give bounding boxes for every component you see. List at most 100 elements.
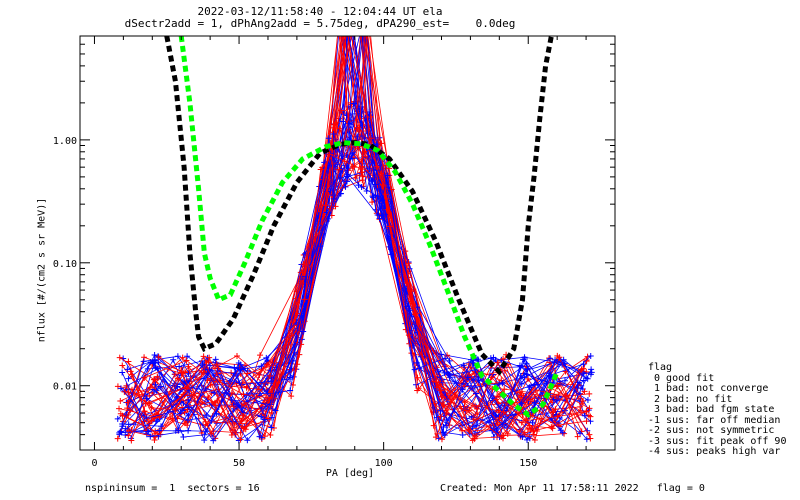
data-point-marker bbox=[122, 425, 129, 432]
data-point-marker bbox=[366, 165, 373, 172]
data-point-marker bbox=[498, 433, 505, 440]
data-point-marker bbox=[184, 417, 191, 424]
data-point-marker bbox=[204, 370, 211, 377]
data-point-marker bbox=[528, 427, 535, 434]
data-point-marker bbox=[355, 124, 362, 131]
data-point-marker bbox=[574, 433, 581, 440]
data-point-marker bbox=[125, 375, 132, 382]
data-trace bbox=[122, 36, 590, 436]
legend-item: -2 sus: not symmetric bbox=[648, 425, 775, 436]
data-point-marker bbox=[496, 414, 503, 421]
data-point-marker bbox=[345, 120, 352, 127]
data-point-marker bbox=[124, 405, 131, 412]
data-point-marker bbox=[531, 399, 538, 406]
data-point-marker bbox=[213, 361, 220, 368]
data-point-marker bbox=[411, 366, 418, 373]
data-point-marker bbox=[374, 211, 381, 218]
data-point-marker bbox=[554, 383, 561, 390]
data-point-marker bbox=[301, 296, 308, 303]
x-tick-label: 0 bbox=[91, 458, 97, 469]
data-point-marker bbox=[321, 159, 328, 166]
data-point-marker bbox=[549, 409, 556, 416]
data-point-marker bbox=[521, 429, 528, 436]
data-point-marker bbox=[405, 260, 412, 267]
data-point-marker bbox=[122, 431, 129, 438]
data-point-marker bbox=[151, 351, 158, 358]
data-point-marker bbox=[494, 393, 501, 400]
chart-title: 2022-03-12/11:58:40 - 12:04:44 UT ela bbox=[197, 5, 443, 18]
data-point-marker bbox=[288, 393, 295, 400]
data-point-marker bbox=[379, 181, 386, 188]
data-point-marker bbox=[154, 373, 161, 380]
data-point-marker bbox=[148, 418, 155, 425]
data-point-marker bbox=[435, 435, 442, 442]
data-point-marker bbox=[525, 375, 532, 382]
data-point-marker bbox=[524, 425, 531, 432]
data-point-marker bbox=[124, 366, 131, 373]
data-point-marker bbox=[523, 360, 530, 367]
data-point-marker bbox=[156, 427, 163, 434]
data-point-marker bbox=[384, 172, 391, 179]
data-point-marker bbox=[234, 352, 241, 359]
data-point-marker bbox=[466, 371, 473, 378]
data-point-marker bbox=[287, 387, 294, 394]
legend-item: -4 sus: peaks high var bbox=[648, 446, 781, 457]
data-point-marker bbox=[327, 205, 334, 212]
data-point-marker bbox=[268, 424, 275, 431]
data-point-marker bbox=[517, 372, 524, 379]
data-point-marker bbox=[504, 430, 511, 437]
data-point-marker bbox=[297, 312, 304, 319]
data-point-marker bbox=[586, 431, 593, 438]
data-point-marker bbox=[496, 379, 503, 386]
data-point-marker bbox=[338, 107, 345, 114]
data-point-marker bbox=[326, 151, 333, 158]
data-point-marker bbox=[128, 437, 135, 444]
data-point-marker bbox=[117, 385, 124, 392]
data-point-marker bbox=[475, 376, 482, 383]
data-point-marker bbox=[178, 369, 185, 376]
data-point-marker bbox=[322, 202, 329, 209]
data-point-marker bbox=[237, 366, 244, 373]
data-point-marker bbox=[292, 366, 299, 373]
data-point-marker bbox=[374, 193, 381, 200]
data-point-marker bbox=[116, 405, 123, 412]
data-point-marker bbox=[386, 223, 393, 230]
data-point-marker bbox=[554, 352, 561, 359]
data-point-marker bbox=[198, 369, 205, 376]
data-point-marker bbox=[489, 427, 496, 434]
data-point-marker bbox=[584, 397, 591, 404]
data-point-marker bbox=[351, 100, 358, 107]
data-point-marker bbox=[119, 423, 126, 430]
axis-ticks: 0 50 100 150 0.01 0.10 1.00 bbox=[53, 35, 615, 469]
data-point-marker bbox=[516, 362, 523, 369]
data-point-marker bbox=[125, 432, 132, 439]
data-point-marker bbox=[119, 362, 126, 369]
data-trace bbox=[119, 36, 564, 434]
data-point-marker bbox=[257, 352, 264, 359]
data-point-marker bbox=[145, 428, 152, 435]
data-point-marker bbox=[583, 408, 590, 415]
data-point-marker bbox=[501, 367, 508, 374]
data-point-marker bbox=[490, 354, 497, 361]
data-point-marker bbox=[548, 363, 555, 370]
data-point-marker bbox=[494, 359, 501, 366]
data-point-marker bbox=[359, 173, 366, 180]
data-point-marker bbox=[432, 434, 439, 441]
data-trace bbox=[127, 36, 585, 431]
data-point-marker bbox=[128, 371, 135, 378]
data-point-marker bbox=[172, 371, 179, 378]
data-point-marker bbox=[583, 374, 590, 381]
y-axis-label: nflux [#/(cm2 s sr MeV)] bbox=[36, 197, 48, 343]
legend-item: -3 sus: fit peak off 90 bbox=[648, 435, 787, 447]
data-point-marker bbox=[441, 355, 448, 362]
data-point-marker bbox=[493, 425, 500, 432]
data-point-marker bbox=[157, 383, 164, 390]
data-point-marker bbox=[286, 374, 293, 381]
legend-item: -1 sus: far off median bbox=[648, 414, 781, 426]
data-point-marker bbox=[155, 353, 162, 360]
y-tick-label: 1.00 bbox=[53, 136, 77, 147]
data-point-marker bbox=[518, 400, 525, 407]
data-point-marker bbox=[471, 433, 478, 440]
data-point-marker bbox=[586, 390, 593, 397]
data-point-marker bbox=[378, 140, 385, 147]
